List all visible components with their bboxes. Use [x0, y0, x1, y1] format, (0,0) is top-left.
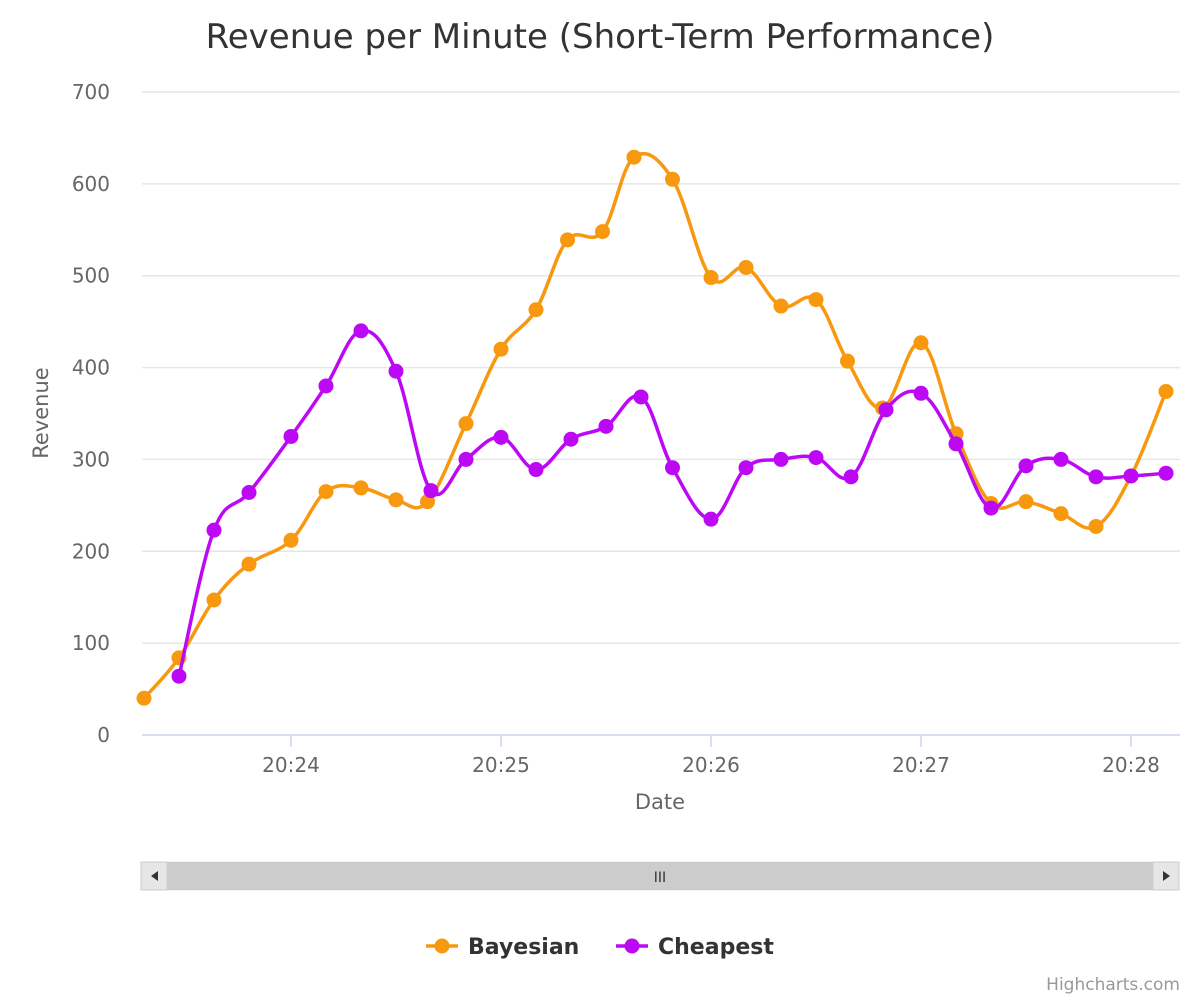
scrollbar-thumb[interactable] [167, 862, 1153, 890]
data-point-cheapest[interactable] [171, 668, 187, 684]
data-point-cheapest[interactable] [1053, 451, 1069, 467]
legend-label-bayesian: Bayesian [468, 935, 579, 960]
arrow-left-icon [151, 871, 158, 881]
y-tick-label: 600 [72, 172, 110, 196]
data-point-cheapest[interactable] [241, 484, 257, 500]
scroll-right-button[interactable] [1152, 861, 1180, 891]
navigator-scrollbar[interactable]: III [140, 861, 1180, 891]
data-point-cheapest[interactable] [948, 436, 964, 452]
data-point-bayesian[interactable] [206, 592, 222, 608]
data-point-bayesian[interactable] [738, 259, 754, 275]
data-point-cheapest[interactable] [388, 363, 404, 379]
data-point-bayesian[interactable] [136, 690, 152, 706]
data-point-bayesian[interactable] [1158, 383, 1174, 399]
data-point-bayesian[interactable] [560, 232, 575, 248]
series-cheapest [171, 323, 1174, 684]
legend-item-cheapest[interactable]: Cheapest [616, 935, 774, 960]
x-tick-label: 20:28 [1102, 753, 1160, 777]
grid-lines [142, 91, 1180, 644]
scrollbar-grip: III [654, 870, 666, 886]
data-point-bayesian[interactable] [1053, 506, 1069, 522]
x-axis: 20:24 20:25 20:26 20:27 20:28 [142, 734, 1180, 777]
data-point-cheapest[interactable] [493, 429, 509, 445]
data-point-cheapest[interactable] [773, 451, 789, 467]
data-point-bayesian[interactable] [840, 353, 855, 369]
y-axis-ticks: 0 100 200 300 400 500 600 700 [72, 80, 110, 747]
data-point-bayesian[interactable] [283, 532, 299, 548]
data-point-cheapest[interactable] [283, 428, 299, 444]
chart-title: Revenue per Minute (Short-Term Performan… [206, 17, 995, 57]
data-point-cheapest[interactable] [843, 469, 859, 485]
data-point-bayesian[interactable] [241, 556, 257, 572]
x-tick-label: 20:27 [892, 753, 950, 777]
x-tick-label: 20:24 [262, 753, 320, 777]
data-point-bayesian[interactable] [493, 341, 509, 357]
y-tick-label: 200 [72, 539, 110, 563]
series-group [136, 149, 1174, 706]
data-point-cheapest[interactable] [1123, 468, 1139, 484]
data-point-bayesian[interactable] [388, 492, 404, 508]
arrow-right-icon [1163, 871, 1170, 881]
legend-item-bayesian[interactable]: Bayesian [426, 935, 579, 960]
y-axis-title: Revenue [29, 367, 53, 458]
data-point-cheapest[interactable] [703, 511, 719, 527]
data-point-bayesian[interactable] [808, 292, 824, 308]
legend: Bayesian Cheapest [426, 935, 774, 960]
data-point-cheapest[interactable] [598, 418, 614, 434]
data-point-cheapest[interactable] [665, 460, 680, 476]
data-point-cheapest[interactable] [1158, 465, 1174, 481]
legend-marker-bayesian [434, 938, 450, 954]
data-point-cheapest[interactable] [1088, 469, 1104, 485]
data-point-cheapest[interactable] [913, 385, 929, 401]
data-point-bayesian[interactable] [353, 480, 369, 496]
data-point-bayesian[interactable] [318, 484, 334, 500]
y-tick-label: 400 [72, 356, 110, 380]
x-tick-label: 20:26 [682, 753, 740, 777]
data-point-cheapest[interactable] [528, 462, 544, 478]
data-point-bayesian[interactable] [703, 270, 719, 286]
data-point-bayesian[interactable] [773, 298, 789, 314]
legend-label-cheapest: Cheapest [658, 935, 774, 960]
legend-marker-cheapest [624, 938, 640, 954]
data-point-cheapest[interactable] [808, 450, 824, 466]
x-tick-label: 20:25 [472, 753, 530, 777]
data-point-cheapest[interactable] [1018, 458, 1034, 474]
data-point-bayesian[interactable] [1088, 518, 1104, 534]
data-point-cheapest[interactable] [563, 431, 579, 447]
data-point-cheapest[interactable] [206, 522, 222, 538]
x-axis-title: Date [635, 790, 685, 814]
data-point-bayesian[interactable] [1018, 494, 1034, 510]
y-tick-label: 0 [97, 723, 110, 747]
data-point-cheapest[interactable] [318, 378, 334, 394]
data-point-bayesian[interactable] [626, 149, 642, 165]
data-point-cheapest[interactable] [878, 402, 894, 418]
data-point-bayesian[interactable] [528, 302, 544, 318]
data-point-cheapest[interactable] [738, 460, 754, 476]
data-point-bayesian[interactable] [665, 171, 680, 187]
data-point-cheapest[interactable] [633, 389, 649, 405]
y-tick-label: 100 [72, 631, 110, 655]
data-point-bayesian[interactable] [458, 416, 474, 432]
scroll-left-button[interactable] [140, 861, 168, 891]
y-tick-label: 700 [72, 80, 110, 104]
y-tick-label: 300 [72, 447, 110, 471]
credits-link[interactable]: Highcharts.com [1046, 975, 1180, 995]
data-point-cheapest[interactable] [983, 500, 999, 516]
y-tick-label: 500 [72, 264, 110, 288]
data-point-cheapest[interactable] [458, 451, 474, 467]
data-point-cheapest[interactable] [353, 323, 369, 339]
data-point-cheapest[interactable] [423, 483, 439, 499]
data-point-bayesian[interactable] [595, 224, 610, 240]
data-point-bayesian[interactable] [913, 335, 929, 351]
